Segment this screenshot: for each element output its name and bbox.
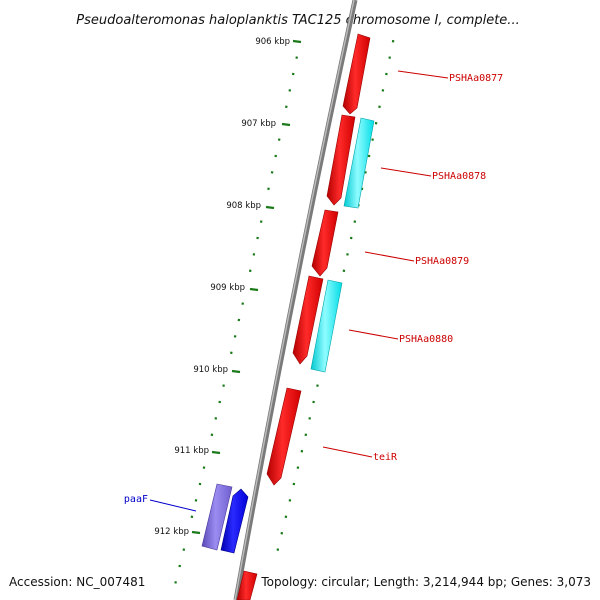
gene-feature-purple[interactable] bbox=[201, 483, 233, 551]
gene-feature-cyan[interactable] bbox=[310, 279, 343, 373]
kbp-tick: 911 kbp bbox=[174, 446, 221, 456]
kbp-tick: 912 kbp bbox=[154, 527, 201, 537]
chromosome-backbone-highlight bbox=[234, 0, 355, 600]
gene-labels: PSHAa0877 PSHAa0878 PSHAa0879 PSHAa0880 … bbox=[124, 73, 503, 505]
kbp-tick-label: 910 kbp bbox=[193, 365, 228, 375]
gene-label[interactable]: teiR bbox=[373, 452, 398, 463]
kbp-tick: 907 kbp bbox=[241, 119, 291, 129]
gene-feature-red[interactable] bbox=[342, 33, 371, 115]
gene-feature-red[interactable] bbox=[326, 114, 356, 206]
chromosome-backbone bbox=[233, 0, 358, 600]
gene-feature-red[interactable] bbox=[311, 209, 339, 277]
kbp-tick-label: 908 kbp bbox=[226, 201, 261, 211]
kbp-tick: 908 kbp bbox=[226, 201, 275, 211]
map-title: Pseudoalteromonas haloplanktis TAC125 ch… bbox=[76, 13, 519, 28]
gene-label[interactable]: PSHAa0880 bbox=[399, 334, 453, 345]
kbp-tick: 910 kbp bbox=[193, 365, 241, 375]
gene-feature-blue[interactable] bbox=[220, 488, 249, 554]
kbp-tick-label: 906 kbp bbox=[255, 37, 290, 47]
gene-label[interactable]: PSHAa0878 bbox=[432, 171, 486, 182]
kbp-tick-label: 911 kbp bbox=[174, 446, 209, 456]
kbp-tick-label: 907 kbp bbox=[241, 119, 276, 129]
kbp-tick: 906 kbp bbox=[255, 37, 302, 47]
gene-label[interactable]: paaF bbox=[124, 494, 148, 505]
gene-track-inner bbox=[201, 114, 356, 600]
gene-label[interactable]: PSHAa0877 bbox=[449, 73, 503, 84]
gene-feature-red[interactable] bbox=[236, 570, 258, 600]
gene-feature-red[interactable] bbox=[266, 387, 302, 486]
accession-text: Accession: NC_007481 bbox=[9, 575, 145, 589]
inner-dotted-track bbox=[174, 56, 298, 584]
gene-track-outer bbox=[310, 33, 375, 373]
gene-feature-cyan[interactable] bbox=[343, 117, 375, 209]
kbp-tick: 909 kbp bbox=[210, 283, 259, 293]
genome-info-text: Topology: circular; Length: 3,214,944 bp… bbox=[260, 575, 591, 589]
kbp-tick-label: 912 kbp bbox=[154, 527, 189, 537]
kbp-tick-label: 909 kbp bbox=[210, 283, 245, 293]
kbp-axis: 906 kbp 907 kbp 908 kbp 909 kbp 910 kbp … bbox=[154, 37, 302, 537]
gene-feature-red[interactable] bbox=[292, 275, 324, 365]
gene-label[interactable]: PSHAa0879 bbox=[415, 256, 469, 267]
label-leaders bbox=[149, 70, 449, 512]
